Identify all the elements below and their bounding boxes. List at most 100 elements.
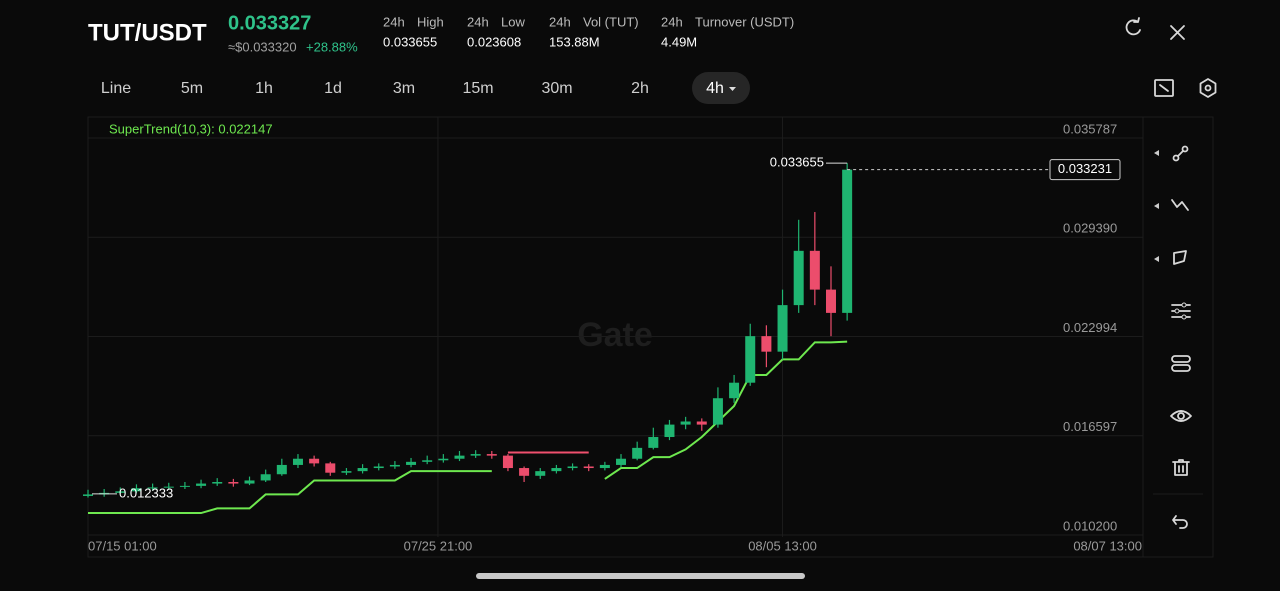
timeframe-tab[interactable]: Line: [101, 80, 131, 97]
stats: 24h High 0.033655 24h Low 0.023608 24h Vol (TUT…: [383, 14, 794, 49]
candle-body: [179, 485, 190, 487]
candle-body: [842, 169, 853, 313]
settings-icon[interactable]: [1199, 78, 1217, 98]
y-tick-label: 0.029390: [1063, 221, 1117, 236]
chart-frame: [87, 116, 1214, 558]
x-tick-label: 07/15 01:00: [88, 538, 157, 553]
candle-body: [793, 250, 804, 306]
stat-period: 24h: [549, 14, 571, 29]
y-tick-label: 0.022994: [1063, 320, 1117, 335]
timeframe-tab[interactable]: 3m: [393, 80, 415, 97]
refresh-icon[interactable]: [1125, 17, 1141, 36]
delete-tool[interactable]: [1172, 459, 1190, 476]
candle-body: [163, 486, 174, 488]
timeframe-tab[interactable]: 2h: [631, 80, 649, 97]
candle-body: [341, 471, 352, 473]
stat-period: 24h: [661, 14, 683, 29]
candle-body: [680, 421, 691, 425]
candle-body: [632, 447, 643, 459]
shape-tool[interactable]: [1173, 250, 1187, 265]
candle-body: [535, 471, 546, 476]
line-tool[interactable]: [1172, 145, 1189, 162]
x-end-label: 08/07 13:00: [1073, 538, 1142, 553]
fullscreen-icon[interactable]: [1154, 79, 1174, 97]
candle-body: [502, 455, 513, 469]
expand-arrow: [1154, 150, 1159, 156]
indicator-label: SuperTrend(10,3): 0.022147: [109, 121, 273, 136]
stat-period: 24h: [383, 14, 405, 29]
candle-body: [809, 250, 820, 290]
candle-body: [389, 464, 400, 467]
stat-label: Turnover (USDT): [695, 14, 794, 29]
candle-body: [244, 480, 255, 484]
usd-price: ≈$0.033320: [228, 39, 297, 54]
stat-label: Vol (TUT): [583, 14, 639, 29]
template-tool[interactable]: [1171, 355, 1191, 372]
timeframes: Line 5m 1h 1d 3m 15m 30m 2h 4h: [101, 72, 750, 104]
candle-body: [825, 289, 836, 313]
candle-body: [131, 488, 142, 492]
candle-body: [616, 458, 627, 465]
expand-arrow: [1154, 256, 1159, 262]
current-price-label: 0.033231: [1058, 161, 1112, 176]
candle-body: [648, 437, 659, 448]
timeframe-tab[interactable]: 1h: [255, 80, 273, 97]
last-price: 0.033327: [228, 12, 311, 34]
home-indicator: [476, 573, 805, 579]
candle-body: [664, 424, 675, 438]
candle-body: [325, 463, 336, 473]
timeframe-tab[interactable]: 5m: [181, 80, 203, 97]
low-marker-label: 0.012333: [119, 485, 173, 500]
y-tick-label: 0.016597: [1063, 419, 1117, 434]
candle-body: [260, 474, 271, 481]
change: +28.88%: [306, 39, 358, 54]
candle-body: [147, 487, 158, 489]
candle-body: [83, 494, 93, 496]
stat-label: Low: [501, 14, 525, 29]
stat-value: 153.88M: [549, 34, 600, 49]
candle-body: [777, 305, 788, 352]
stat-label: High: [417, 14, 444, 29]
candle-body: [228, 482, 239, 484]
candle-body: [212, 482, 223, 484]
stat-value: 0.033655: [383, 34, 437, 49]
undo[interactable]: [1172, 515, 1188, 529]
candle-body: [276, 464, 287, 475]
close-icon[interactable]: [1170, 25, 1185, 40]
timeframe-tab[interactable]: 15m: [462, 80, 493, 97]
tab-selected-bg: [692, 72, 750, 104]
candle-body: [406, 461, 417, 465]
timeframe-tab[interactable]: 1d: [324, 80, 342, 97]
indicator-settings[interactable]: [1171, 302, 1191, 320]
pair: TUT/USDT: [88, 19, 207, 46]
candle-body: [567, 466, 578, 469]
candle-body: [745, 336, 756, 383]
candle-body: [486, 454, 497, 456]
candle-body: [712, 398, 723, 425]
watermark: Gate: [577, 316, 653, 354]
x-tick-label: 08/05 13:00: [748, 538, 817, 553]
candle-body: [761, 336, 772, 352]
drawing-toolbar: [1153, 145, 1203, 529]
candle-body: [551, 468, 562, 472]
trend-tool[interactable]: [1171, 199, 1189, 211]
current-price-box: [1049, 159, 1121, 181]
candle-body: [470, 454, 481, 456]
candle-body: [599, 464, 610, 469]
y-tick-label: 0.010200: [1063, 518, 1117, 533]
dropdown-arrow: [729, 87, 736, 91]
stat-period: 24h: [467, 14, 489, 29]
candle-body: [309, 458, 320, 464]
timeframe-tab[interactable]: 4h: [706, 80, 724, 97]
candle-body: [454, 455, 465, 459]
y-tick-label: 0.035787: [1063, 121, 1117, 136]
visibility-toggle[interactable]: [1170, 410, 1192, 422]
expand-arrow: [1154, 203, 1159, 209]
candle-body: [696, 421, 707, 425]
timeframe-tab[interactable]: 30m: [541, 80, 572, 97]
high-marker-label: 0.033655: [770, 155, 824, 170]
x-tick-label: 07/25 21:00: [404, 538, 473, 553]
candle-body: [196, 483, 207, 486]
